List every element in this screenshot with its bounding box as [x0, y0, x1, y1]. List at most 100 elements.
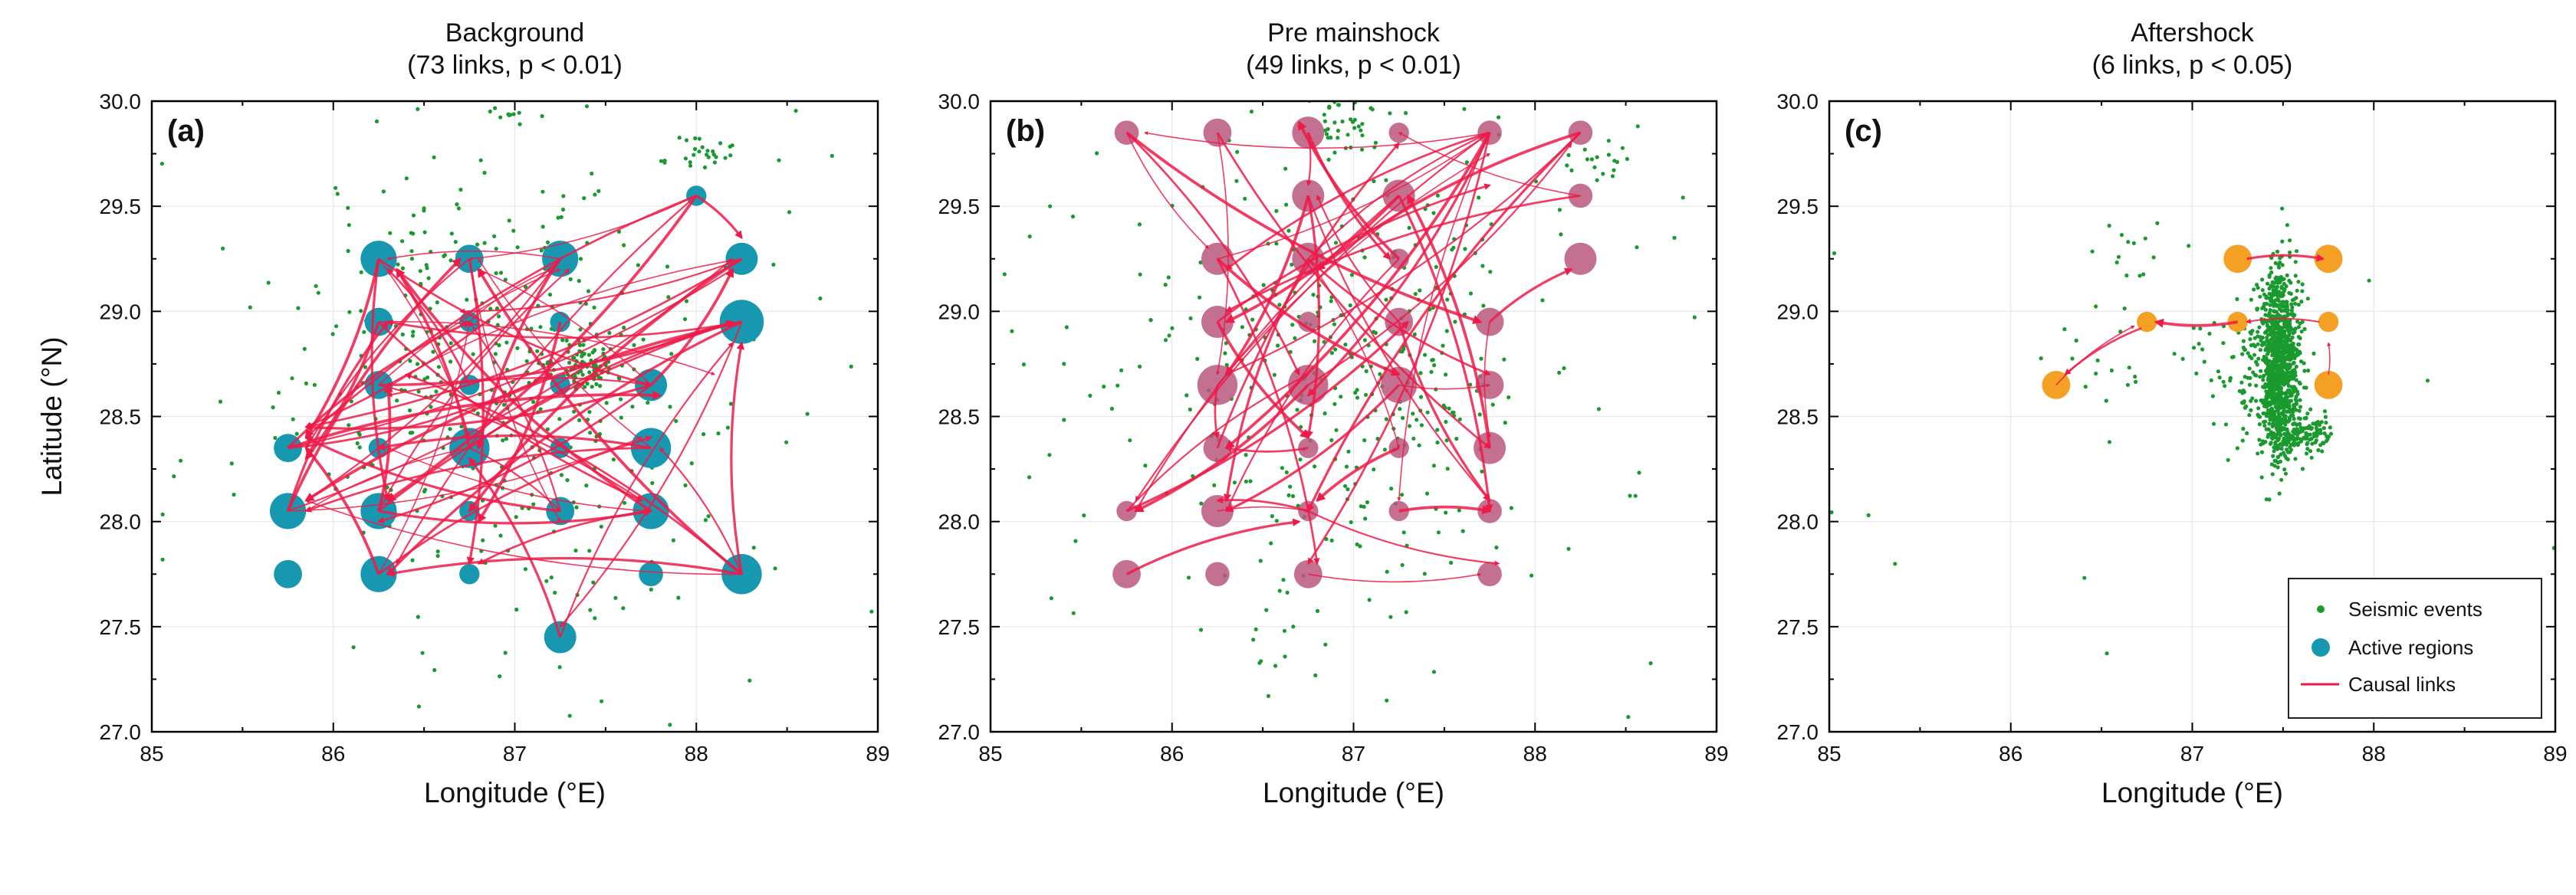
causal-link-arrow	[1217, 152, 1490, 385]
seismic-event-point	[1116, 383, 1120, 388]
seismic-event-point	[1250, 317, 1255, 322]
seismic-event-point	[2276, 299, 2281, 303]
causal-link-arrow	[1224, 132, 1491, 450]
seismic-event-point	[1315, 608, 1320, 614]
seismic-event-point	[229, 461, 234, 466]
panel-title: Background	[445, 18, 584, 48]
seismic-event-point	[2255, 283, 2259, 287]
seismic-event-point	[1490, 402, 1495, 407]
seismic-event-point	[2137, 274, 2142, 278]
seismic-event-point	[2262, 373, 2266, 378]
seismic-event-point	[426, 276, 431, 280]
seismic-event-point	[498, 115, 503, 120]
seismic-event-point	[2275, 454, 2280, 460]
y-tick-label: 27.5	[100, 615, 142, 639]
seismic-event-point	[2275, 393, 2279, 398]
seismic-event-point	[1336, 103, 1341, 107]
seismic-event-point	[1339, 395, 1343, 399]
seismic-event-point	[482, 241, 487, 245]
causal-link-arrow	[304, 258, 380, 439]
seismic-event-point	[159, 162, 164, 166]
causal-link-arrow	[386, 556, 742, 577]
seismic-event-point	[1385, 569, 1389, 574]
seismic-event-point	[1082, 513, 1086, 518]
seismic-event-point	[2282, 381, 2286, 385]
seismic-event-point	[751, 546, 756, 550]
seismic-event-point	[416, 389, 421, 394]
seismic-event-point	[718, 141, 723, 146]
y-tick-label: 28.0	[938, 510, 981, 534]
seismic-event-point	[567, 713, 572, 718]
seismic-event-point	[2283, 342, 2288, 346]
seismic-event-point	[580, 372, 585, 377]
seismic-event-point	[503, 651, 508, 655]
seismic-event-point	[359, 309, 363, 313]
seismic-event-point	[2284, 284, 2288, 289]
seismic-event-point	[2114, 260, 2119, 265]
seismic-event-point	[2312, 351, 2316, 356]
seismic-events	[1829, 206, 2555, 656]
seismic-event-point	[2298, 336, 2302, 340]
seismic-event-point	[1298, 457, 1303, 462]
seismic-event-point	[2279, 477, 2284, 482]
seismic-event-point	[2109, 368, 2114, 373]
x-tick-label: 89	[2543, 742, 2567, 766]
seismic-event-point	[2286, 436, 2291, 441]
seismic-event-point	[2325, 434, 2329, 438]
seismic-event-point	[2274, 362, 2279, 367]
causal-link-arrow	[386, 320, 742, 339]
seismic-event-point	[688, 160, 692, 165]
seismic-event-point	[1138, 364, 1142, 369]
x-tick-label: 88	[2362, 742, 2386, 766]
seismic-event-point	[2248, 330, 2252, 335]
seismic-event-point	[2290, 305, 2295, 310]
seismic-event-point	[1445, 467, 1450, 471]
seismic-event-point	[410, 431, 415, 435]
seismic-event-point	[2241, 426, 2246, 431]
seismic-event-point	[1411, 436, 1416, 441]
seismic-event-point	[2325, 437, 2330, 442]
seismic-event-point	[2264, 395, 2269, 399]
seismic-event-point	[1102, 384, 1106, 389]
seismic-event-point	[290, 376, 294, 381]
seismic-event-point	[2292, 402, 2296, 408]
seismic-event-point	[2298, 439, 2304, 444]
seismic-event-point	[2267, 497, 2272, 502]
seismic-event-point	[2269, 462, 2274, 467]
seismic-event-point	[2277, 426, 2282, 431]
seismic-event-point	[1240, 325, 1244, 329]
seismic-event-point	[2172, 352, 2177, 356]
seismic-event-point	[507, 218, 511, 223]
seismic-event-point	[449, 231, 454, 236]
seismic-event-point	[1346, 449, 1351, 454]
x-tick-label: 89	[1704, 742, 1728, 766]
seismic-event-point	[2291, 331, 2295, 336]
seismic-event-point	[619, 397, 623, 402]
seismic-event-point	[2314, 438, 2318, 443]
seismic-event-point	[1311, 293, 1316, 297]
seismic-event-point	[2305, 411, 2310, 416]
seismic-event-point	[711, 149, 715, 154]
seismic-event-point	[2269, 270, 2274, 275]
seismic-event-point	[453, 240, 458, 244]
seismic-event-point	[2246, 351, 2250, 356]
active-region-marker	[1568, 183, 1593, 208]
seismic-event-point	[2269, 381, 2273, 385]
seismic-event-point	[2259, 475, 2264, 480]
seismic-event-point	[668, 405, 672, 409]
seismic-event-point	[1277, 303, 1282, 307]
seismic-event-point	[2263, 313, 2268, 317]
seismic-event-point	[1323, 642, 1328, 647]
seismic-event-point	[2298, 416, 2302, 421]
seismic-event-point	[1313, 673, 1318, 678]
seismic-event-point	[665, 264, 670, 269]
seismic-event-point	[2299, 300, 2304, 304]
seismic-event-point	[1625, 156, 1629, 162]
seismic-event-point	[1283, 654, 1287, 659]
seismic-event-point	[2297, 380, 2302, 385]
seismic-event-point	[1441, 343, 1445, 348]
seismic-event-point	[435, 553, 440, 559]
seismic-event-point	[2290, 335, 2295, 339]
seismic-event-point	[449, 258, 453, 263]
seismic-event-point	[2263, 419, 2268, 424]
